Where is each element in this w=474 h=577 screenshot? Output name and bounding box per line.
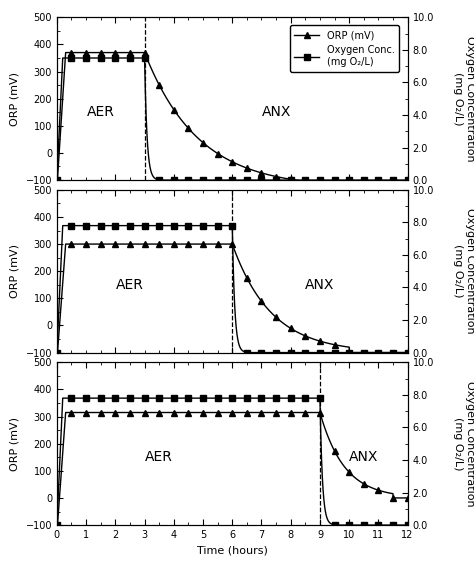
- Y-axis label: ORP (mV): ORP (mV): [10, 417, 20, 471]
- Text: ANX: ANX: [262, 105, 291, 119]
- Y-axis label: ORP (mV): ORP (mV): [10, 72, 20, 126]
- Text: AER: AER: [145, 450, 173, 464]
- Legend: ORP (mV), Oxygen Conc.
(mg O₂/L): ORP (mV), Oxygen Conc. (mg O₂/L): [290, 25, 399, 72]
- Text: ANX: ANX: [349, 450, 378, 464]
- Text: AER: AER: [116, 278, 144, 292]
- Text: AER: AER: [87, 105, 115, 119]
- Y-axis label: Oxygen Concentration
(mg O₂/L): Oxygen Concentration (mg O₂/L): [453, 381, 474, 507]
- X-axis label: Time (hours): Time (hours): [197, 545, 268, 556]
- Y-axis label: Oxygen Concentration
(mg O₂/L): Oxygen Concentration (mg O₂/L): [453, 36, 474, 162]
- Y-axis label: Oxygen Concentration
(mg O₂/L): Oxygen Concentration (mg O₂/L): [453, 208, 474, 334]
- Y-axis label: ORP (mV): ORP (mV): [10, 244, 20, 298]
- Text: ANX: ANX: [305, 278, 335, 292]
